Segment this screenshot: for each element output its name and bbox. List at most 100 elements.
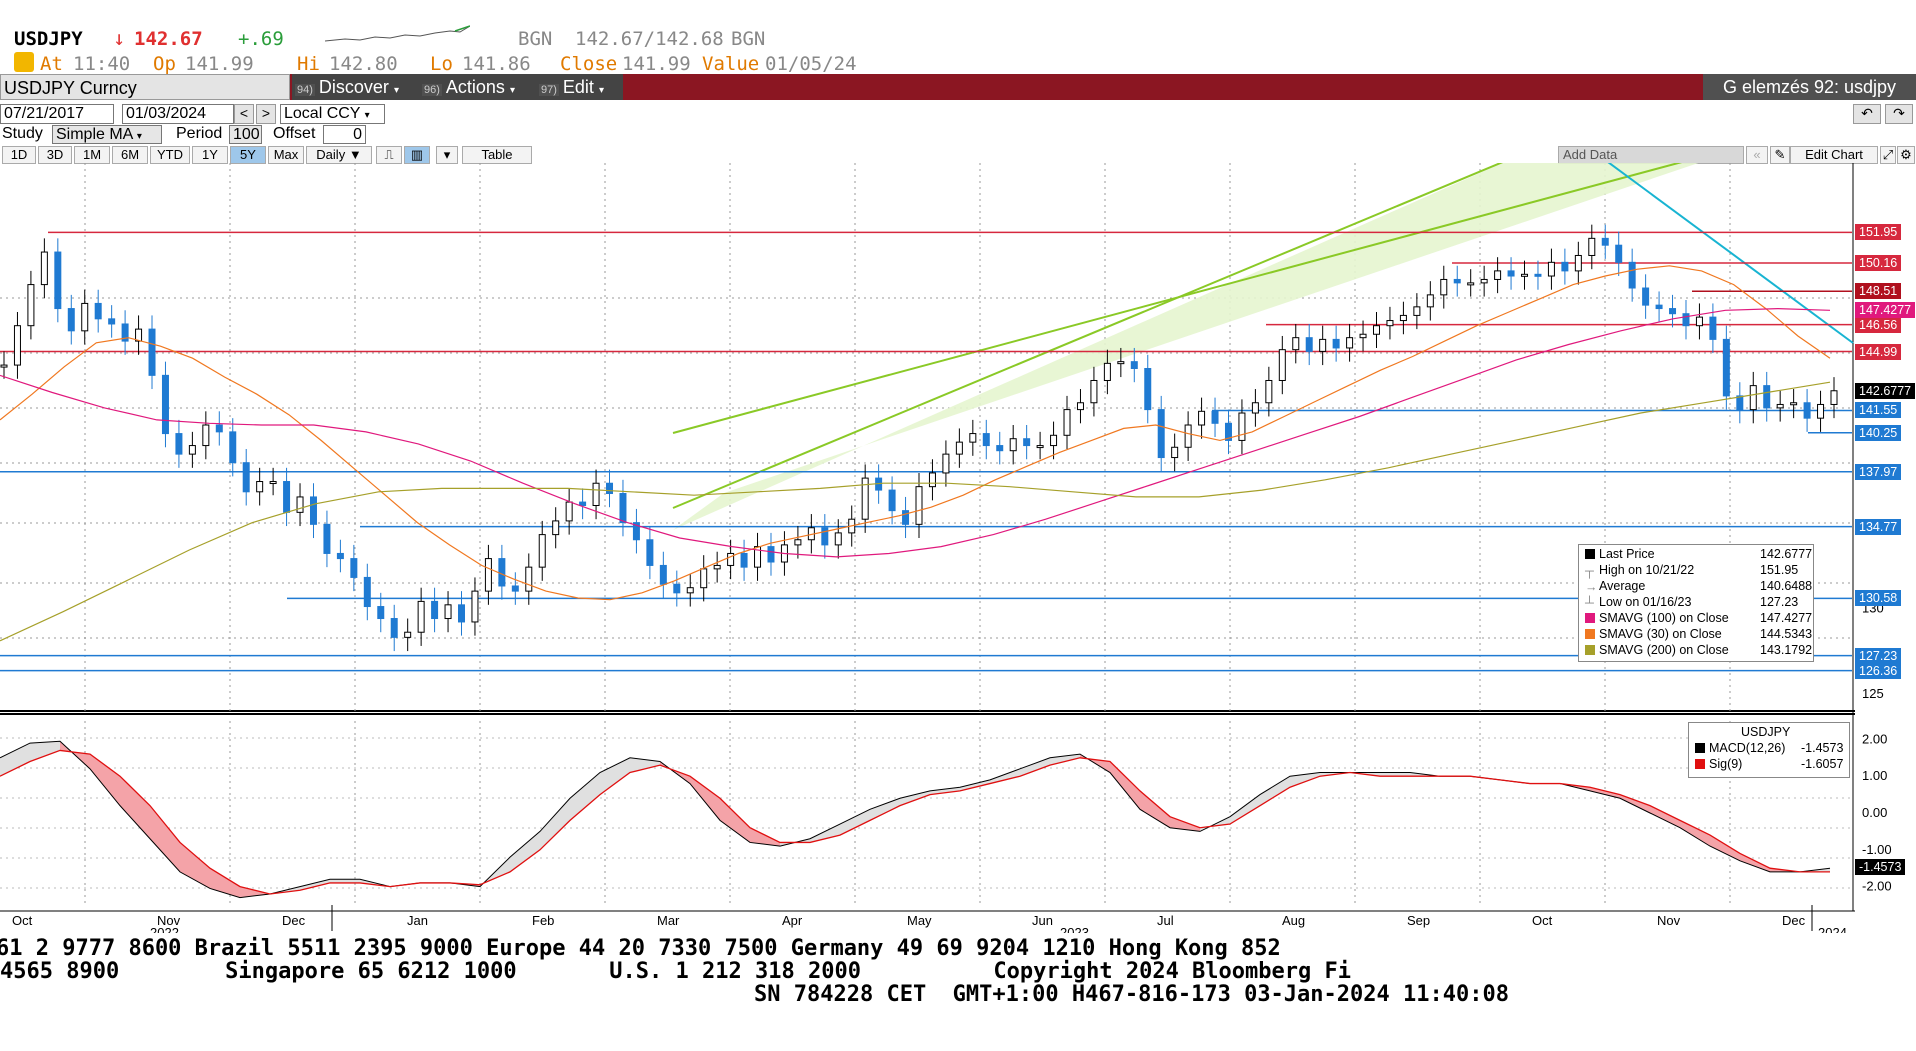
- range-1d[interactable]: 1D: [2, 146, 36, 164]
- actions-button[interactable]: 96) Actions ▾: [419, 74, 537, 100]
- caret-down-icon: ▾: [136, 131, 142, 142]
- edit-button[interactable]: 97) Edit ▾: [536, 74, 623, 100]
- value-date: 01/05/24: [765, 53, 857, 75]
- price-candle: [1413, 306, 1421, 316]
- month-label: Sep: [1407, 913, 1430, 928]
- price-candle: [767, 546, 775, 563]
- ma-tag: 142.6777: [1855, 383, 1916, 400]
- price-candle: [363, 576, 371, 608]
- candle-chart-icon[interactable]: ▥: [404, 146, 430, 164]
- prev-period-button[interactable]: <: [234, 104, 254, 124]
- month-label: Oct: [12, 913, 33, 928]
- price-candle: [996, 445, 1004, 452]
- date-from-field[interactable]: 07/21/2017: [0, 104, 114, 124]
- price-candle: [458, 604, 465, 623]
- last-swatch: [1585, 549, 1595, 559]
- next-period-button[interactable]: >: [256, 104, 276, 124]
- collapse-icon[interactable]: «: [1746, 146, 1768, 164]
- price-candle: [1144, 368, 1152, 411]
- price-candle: [1763, 385, 1771, 409]
- price-candle: [1830, 390, 1838, 405]
- price-candle: [431, 600, 439, 620]
- price-candle: [1076, 402, 1084, 411]
- redo-icon[interactable]: ↷: [1885, 104, 1913, 124]
- sma200-swatch: [1585, 645, 1595, 655]
- month-label: Nov: [1657, 913, 1681, 928]
- line-chart-icon[interactable]: ⎍: [376, 146, 402, 164]
- frequency-select[interactable]: Daily ▼: [306, 146, 372, 164]
- price-candle: [834, 532, 842, 546]
- macd-histogram-fill: [180, 842, 210, 889]
- edit-number: 97): [539, 84, 559, 96]
- price-candle: [1521, 273, 1529, 277]
- pencil-icon[interactable]: ✎: [1770, 146, 1790, 164]
- price-candle: [1682, 313, 1690, 327]
- price-candle: [1507, 270, 1515, 277]
- add-data-input[interactable]: Add Data: [1558, 146, 1744, 164]
- price-candle: [67, 308, 75, 332]
- study-select[interactable]: Simple MA ▾: [52, 125, 162, 144]
- month-label: Aug: [1282, 913, 1305, 928]
- sparkline: [325, 25, 470, 42]
- price-candle: [296, 496, 304, 513]
- range-6m[interactable]: 6M: [112, 146, 148, 164]
- range-1m[interactable]: 1M: [74, 146, 110, 164]
- price-candle: [1050, 434, 1058, 447]
- table-button[interactable]: Table: [462, 146, 532, 164]
- range-1y[interactable]: 1Y: [192, 146, 228, 164]
- zoom-icon[interactable]: ⤢: [1880, 146, 1896, 164]
- price-candle: [135, 328, 143, 342]
- date-to-field[interactable]: 01/03/2024: [122, 104, 234, 124]
- legend-row-sma30: SMAVG (30) on Close 144.5343: [1585, 627, 1812, 643]
- security-field[interactable]: USDJPY Curncy: [0, 74, 290, 100]
- sma100-line: [0, 307, 1831, 558]
- price-candle: [1305, 337, 1313, 352]
- ticker-line-1: 61 2 9777 8600 Brazil 5511 2395 9000 Eur…: [0, 936, 1281, 961]
- macd-panel: [0, 740, 1831, 899]
- price-candle: [1292, 337, 1300, 351]
- period-input[interactable]: 100: [229, 125, 262, 144]
- macd-histogram-fill: [540, 798, 570, 850]
- price-chart[interactable]: Oct Nov Dec Jan Feb Mar Apr May Jun Jul Aug Sep Oct N…: [0, 163, 1916, 933]
- price-candle: [202, 424, 210, 447]
- edit-chart-button[interactable]: Edit Chart: [1790, 146, 1878, 164]
- range-max[interactable]: Max: [268, 146, 304, 164]
- price-candle: [888, 489, 896, 512]
- year-label: 2024: [1818, 925, 1847, 933]
- price-candle: [377, 606, 385, 620]
- gear-icon[interactable]: ⚙: [1897, 146, 1915, 164]
- price-candle: [1709, 316, 1717, 340]
- price-candle: [982, 433, 990, 447]
- price-candle: [1023, 438, 1031, 447]
- macd-histogram-fill: [150, 805, 180, 872]
- level-tag: 141.55: [1855, 402, 1902, 419]
- legend-row-sma200: SMAVG (200) on Close 143.1792: [1585, 643, 1812, 659]
- range-5y[interactable]: 5Y: [230, 146, 266, 164]
- contact-ticker: 61 2 9777 8600 Brazil 5511 2395 9000 Eur…: [0, 932, 1916, 1051]
- chart-type-menu[interactable]: ▾: [436, 146, 458, 164]
- price-candle: [498, 558, 506, 587]
- price-candle: [1103, 362, 1111, 381]
- price-candle: [1615, 244, 1623, 263]
- range-ytd[interactable]: YTD: [150, 146, 190, 164]
- price-candle: [350, 558, 358, 578]
- macd-histogram-fill: [600, 757, 630, 795]
- discover-button[interactable]: 94) Discover ▾: [292, 74, 420, 100]
- price-candle: [1547, 261, 1555, 277]
- month-label: Jun: [1032, 913, 1053, 928]
- month-label: Jan: [407, 913, 428, 928]
- offset-input[interactable]: 0: [323, 125, 366, 144]
- currency-select[interactable]: Local CCY ▾: [280, 104, 385, 124]
- undo-icon[interactable]: ↶: [1853, 104, 1881, 124]
- macd-histogram-fill: [1020, 757, 1050, 777]
- price-candle: [175, 433, 183, 455]
- price-candle: [1642, 287, 1650, 306]
- signal-line: [0, 749, 1830, 895]
- price-candle: [0, 364, 8, 368]
- price-candle: [928, 472, 936, 488]
- price-candle: [1265, 379, 1273, 404]
- low-label: Lo: [430, 53, 453, 75]
- macd-histogram-fill: [930, 787, 960, 795]
- macd-histogram-fill: [630, 757, 660, 773]
- range-3d[interactable]: 3D: [38, 146, 72, 164]
